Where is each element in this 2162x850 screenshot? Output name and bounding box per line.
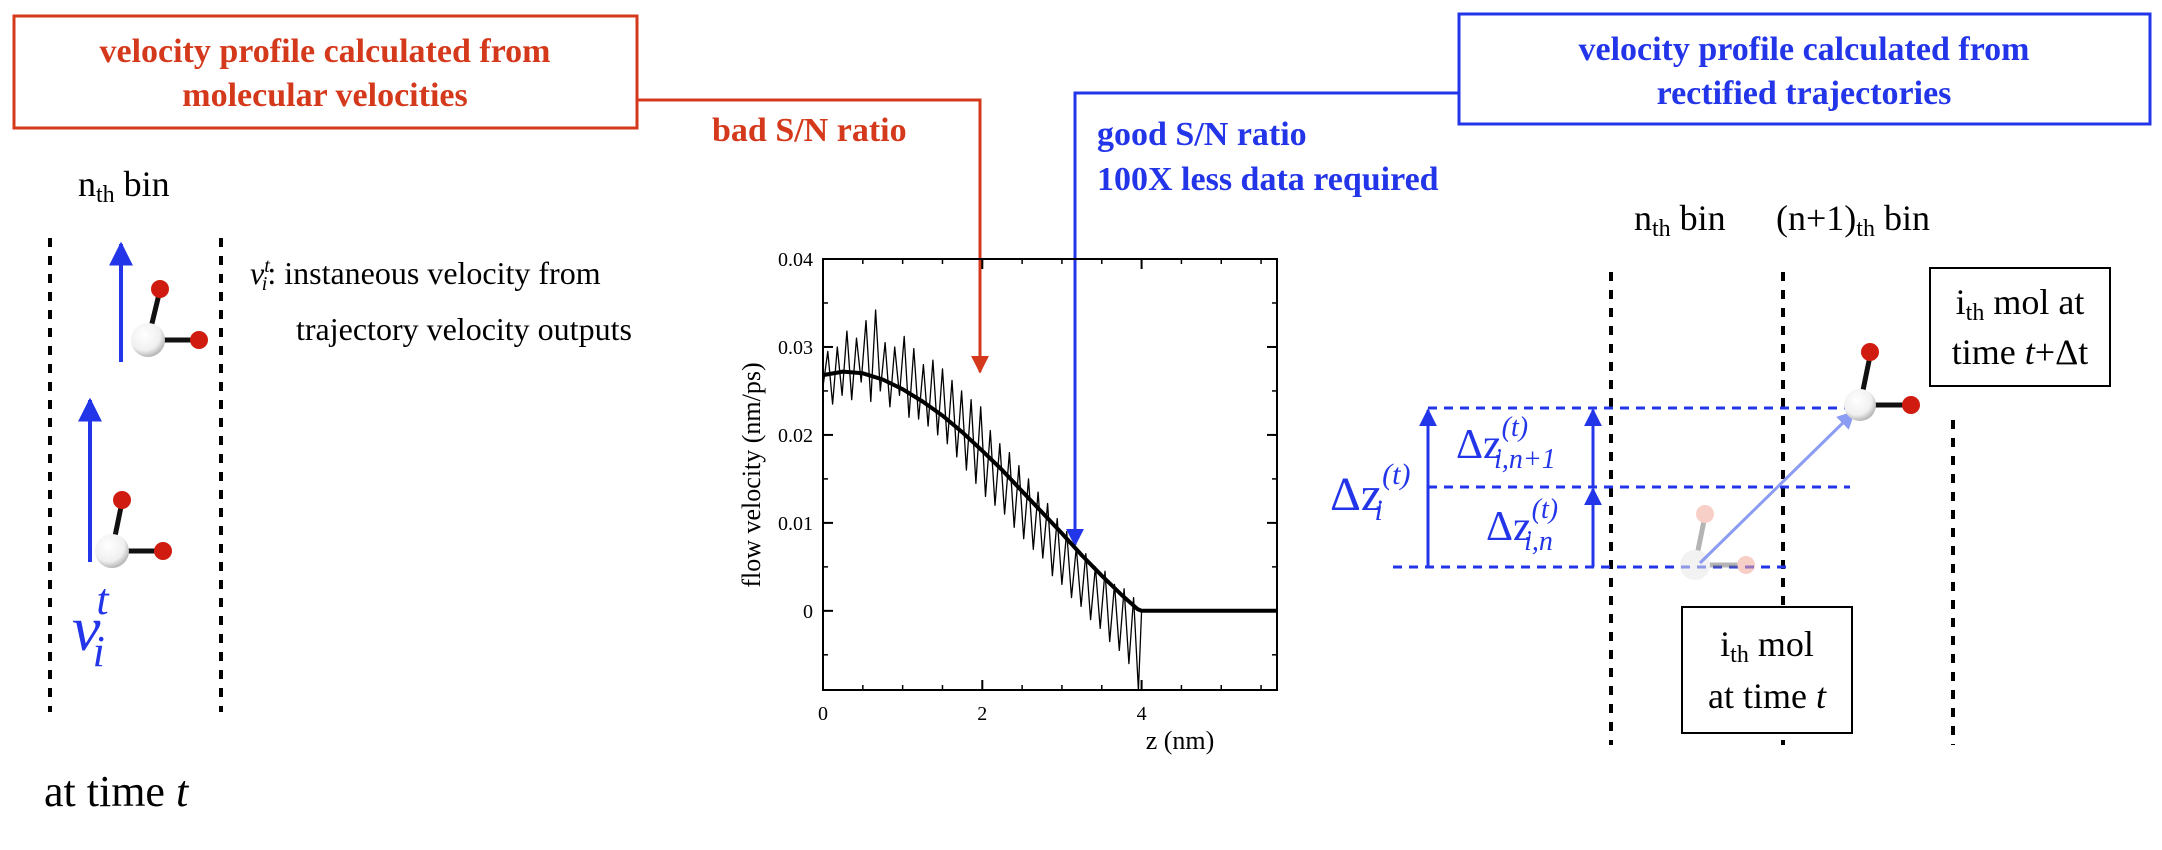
right-bin-n-label: nth bin: [1634, 198, 1726, 242]
x-axis-label: z (nm): [1146, 726, 1215, 755]
mol-at-t-line1: ith mol: [1720, 624, 1814, 668]
right-box-line1: velocity profile calculated from: [1578, 31, 2029, 68]
mol-at-tdt-line2: time t+Δt: [1952, 332, 2088, 372]
mol-at-tdt-box: ith mol at time t+Δt: [1929, 267, 2111, 387]
velocity-description-line1: vt i: instaneous velocity from: [250, 255, 601, 295]
molecule-at-t-plus-dt: [1844, 343, 1920, 421]
mol-at-t-box: ith mol at time t: [1681, 606, 1853, 734]
good-snr-label-line2: 100X less data required: [1097, 161, 1439, 198]
lower-molecule: [95, 491, 172, 568]
right-title-box: velocity profile calculated from rectifi…: [1457, 12, 2152, 126]
velocity-symbol: vt i: [72, 575, 110, 676]
left-bin-label: nth bin: [78, 164, 170, 208]
velocity-description-line2: trajectory velocity outputs: [296, 311, 632, 347]
y-axis-label: flow velocity (nm/ps): [737, 362, 766, 587]
upper-molecule: [131, 280, 208, 357]
right-bin-n1-label: (n+1)th bin: [1776, 198, 1930, 242]
y-tick-label: 0.02: [778, 425, 813, 447]
right-box-line2: rectified trajectories: [1657, 75, 1952, 112]
x-tick-label: 4: [1137, 703, 1147, 725]
plot-frame: [822, 258, 1278, 691]
bad-snr-label: bad S/N ratio: [712, 112, 907, 149]
y-tick-label: 0.01: [778, 513, 813, 535]
left-time-label: at time t: [44, 767, 190, 816]
y-tick-label: 0: [803, 601, 813, 623]
displacement-arrow: [1698, 410, 1856, 565]
series-smooth-profile: [822, 369, 1277, 613]
dz-total-label: Δz(t) i: [1330, 458, 1411, 527]
velocity-profile-chart: 0 2 4 0 0.01 0.02 0.03 0.04 z (nm) flow velocit…: [737, 249, 1278, 755]
y-tick-label: 0.04: [778, 249, 813, 271]
dz-n1-label: Δz(t) i,n+1: [1456, 412, 1556, 475]
bad-snr-connector: [637, 98, 989, 374]
left-box-line1: velocity profile calculated from: [99, 33, 550, 70]
left-box-line2: molecular velocities: [182, 77, 467, 114]
molecule-at-t: [1680, 505, 1755, 580]
left-title-box: velocity profile calculated from molecul…: [12, 14, 639, 130]
mol-at-tdt-line1: ith mol at: [1956, 282, 2085, 326]
mol-at-t-line2: at time t: [1708, 676, 1827, 716]
good-snr-connector: [1066, 91, 1459, 547]
x-tick-label: 0: [818, 703, 828, 725]
right-panel: nth bin (n+1)th bin Δz(t) i Δz(t) i,n+1 Δz…: [1330, 198, 2111, 745]
good-snr-label-line1: good S/N ratio: [1097, 116, 1307, 153]
dz-n-label: Δz(t) i,n: [1486, 494, 1558, 557]
left-panel: nth bin vt i vt i: instaneous velocity fro…: [44, 164, 632, 816]
y-tick-label: 0.03: [778, 337, 813, 359]
x-tick-label: 2: [977, 703, 987, 725]
series-noisy-profile: [822, 309, 1277, 691]
